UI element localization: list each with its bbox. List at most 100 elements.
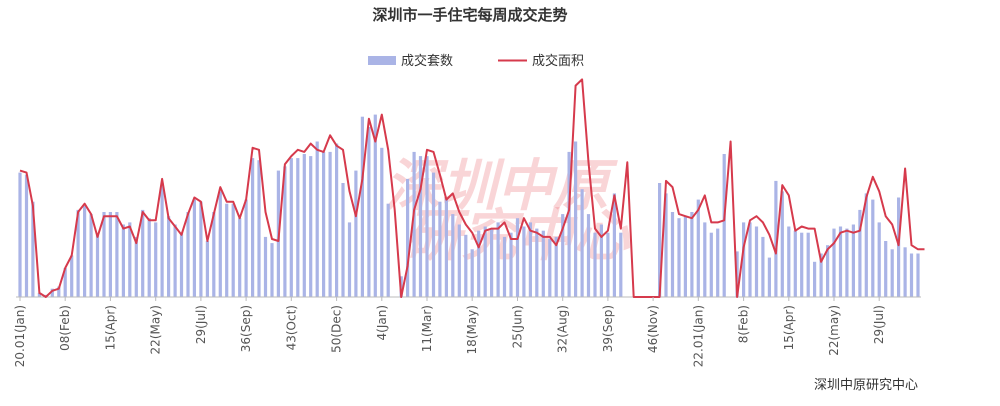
bar-36 — [251, 158, 255, 297]
bar-108 — [716, 228, 720, 297]
bar-90 — [599, 224, 603, 297]
bar-118 — [780, 191, 784, 297]
x-tick-label-9: 11(Mar) — [420, 305, 434, 352]
bar-139 — [916, 253, 920, 297]
bar-series — [18, 114, 920, 297]
bar-92 — [612, 193, 616, 297]
line-series — [19, 78, 925, 298]
x-tick-label-2: 15(Apr) — [103, 305, 117, 350]
bar-99 — [658, 183, 662, 297]
bar-37 — [257, 160, 261, 297]
bar-102 — [677, 218, 681, 297]
bar-83 — [554, 236, 558, 297]
bar-65 — [438, 201, 442, 297]
bar-12 — [95, 234, 100, 297]
bar-105 — [696, 199, 700, 297]
source-label: 深圳中原研究中心 — [814, 378, 918, 393]
bar-30 — [212, 212, 216, 297]
bar-15 — [115, 212, 119, 297]
bar-116 — [767, 257, 771, 297]
bar-135 — [890, 249, 894, 297]
legend-label-bars: 成交套数 — [401, 53, 453, 69]
bar-123 — [813, 261, 817, 297]
legend-label-line: 成交面积 — [532, 53, 584, 69]
bar-71 — [477, 230, 481, 297]
bar-115 — [761, 236, 765, 297]
x-tick-label-1: 08(Feb) — [58, 305, 72, 351]
bar-48 — [328, 151, 332, 297]
bar-18 — [134, 236, 138, 297]
bar-45 — [309, 156, 313, 297]
bar-132 — [871, 199, 875, 297]
bar-122 — [806, 232, 810, 297]
bar-14 — [108, 212, 112, 297]
x-tick-label-3: 22(May) — [149, 305, 163, 354]
x-tick-label-7: 50(Dec) — [330, 305, 344, 353]
bar-21 — [154, 222, 158, 297]
bar-129 — [851, 224, 855, 297]
x-tick-label-6: 43(Oct) — [284, 305, 298, 350]
bar-117 — [774, 180, 778, 297]
bar-100 — [664, 193, 668, 297]
bar-5 — [50, 288, 54, 297]
bar-44 — [302, 154, 306, 297]
bar-87 — [580, 189, 584, 297]
bar-104 — [690, 212, 694, 297]
bar-46 — [315, 141, 319, 297]
bar-47 — [322, 151, 326, 297]
bar-61 — [412, 151, 416, 297]
legend: 成交套数 成交面积 — [368, 53, 584, 69]
bar-112 — [742, 222, 746, 297]
bar-126 — [832, 228, 836, 297]
bar-125 — [826, 245, 830, 297]
bar-29 — [205, 241, 209, 297]
bar-11 — [89, 214, 93, 297]
bar-70 — [470, 249, 474, 297]
bar-31 — [218, 191, 222, 297]
bar-82 — [548, 239, 552, 297]
bar-77 — [515, 218, 520, 297]
bar-19 — [141, 209, 145, 297]
bar-78 — [522, 226, 526, 297]
x-tick-label-17: 15(Apr) — [782, 305, 796, 350]
bar-103 — [683, 216, 687, 297]
bar-56 — [380, 147, 384, 297]
x-tick-label-12: 32(Aug) — [556, 305, 570, 353]
bar-38 — [263, 236, 268, 297]
bar-39 — [270, 243, 274, 297]
bar-25 — [179, 232, 184, 297]
bar-120 — [793, 230, 797, 297]
x-tick-label-14: 46(Nov) — [646, 305, 660, 353]
bar-68 — [457, 224, 461, 297]
bar-35 — [244, 199, 248, 297]
bar-93 — [619, 232, 623, 297]
x-tick-label-15: 22.01(Jan) — [691, 305, 705, 367]
bar-79 — [528, 222, 532, 297]
x-tick-label-11: 25(Jun) — [511, 305, 525, 348]
bar-6 — [57, 286, 61, 297]
bar-0 — [18, 172, 22, 297]
bar-17 — [128, 222, 132, 297]
x-tick-label-13: 39(Sep) — [601, 305, 615, 352]
chart-title: 深圳市一手住宅每周成交走势 — [372, 6, 567, 24]
bar-114 — [754, 226, 759, 297]
bar-22 — [160, 183, 164, 297]
bar-75 — [502, 236, 507, 297]
bar-137 — [903, 247, 907, 297]
bar-124 — [819, 253, 823, 297]
x-tick-label-5: 36(Sep) — [239, 305, 253, 352]
bar-134 — [884, 241, 888, 297]
bar-133 — [877, 222, 881, 297]
bar-72 — [483, 226, 487, 297]
bar-138 — [909, 253, 914, 297]
bar-63 — [425, 156, 429, 297]
bar-76 — [509, 232, 513, 297]
bar-131 — [864, 193, 868, 297]
bar-101 — [670, 212, 675, 297]
x-tick-labels: 20.01(Jan) 08(Feb) 15(Apr) 22(May) 29(Jul) 36… — [13, 297, 886, 367]
bar-121 — [800, 232, 804, 297]
bar-23 — [167, 216, 171, 297]
bar-9 — [76, 209, 80, 297]
x-tick-label-8: 4(Jan) — [375, 305, 389, 341]
x-tick-label-19: 29(Jul) — [872, 305, 886, 344]
